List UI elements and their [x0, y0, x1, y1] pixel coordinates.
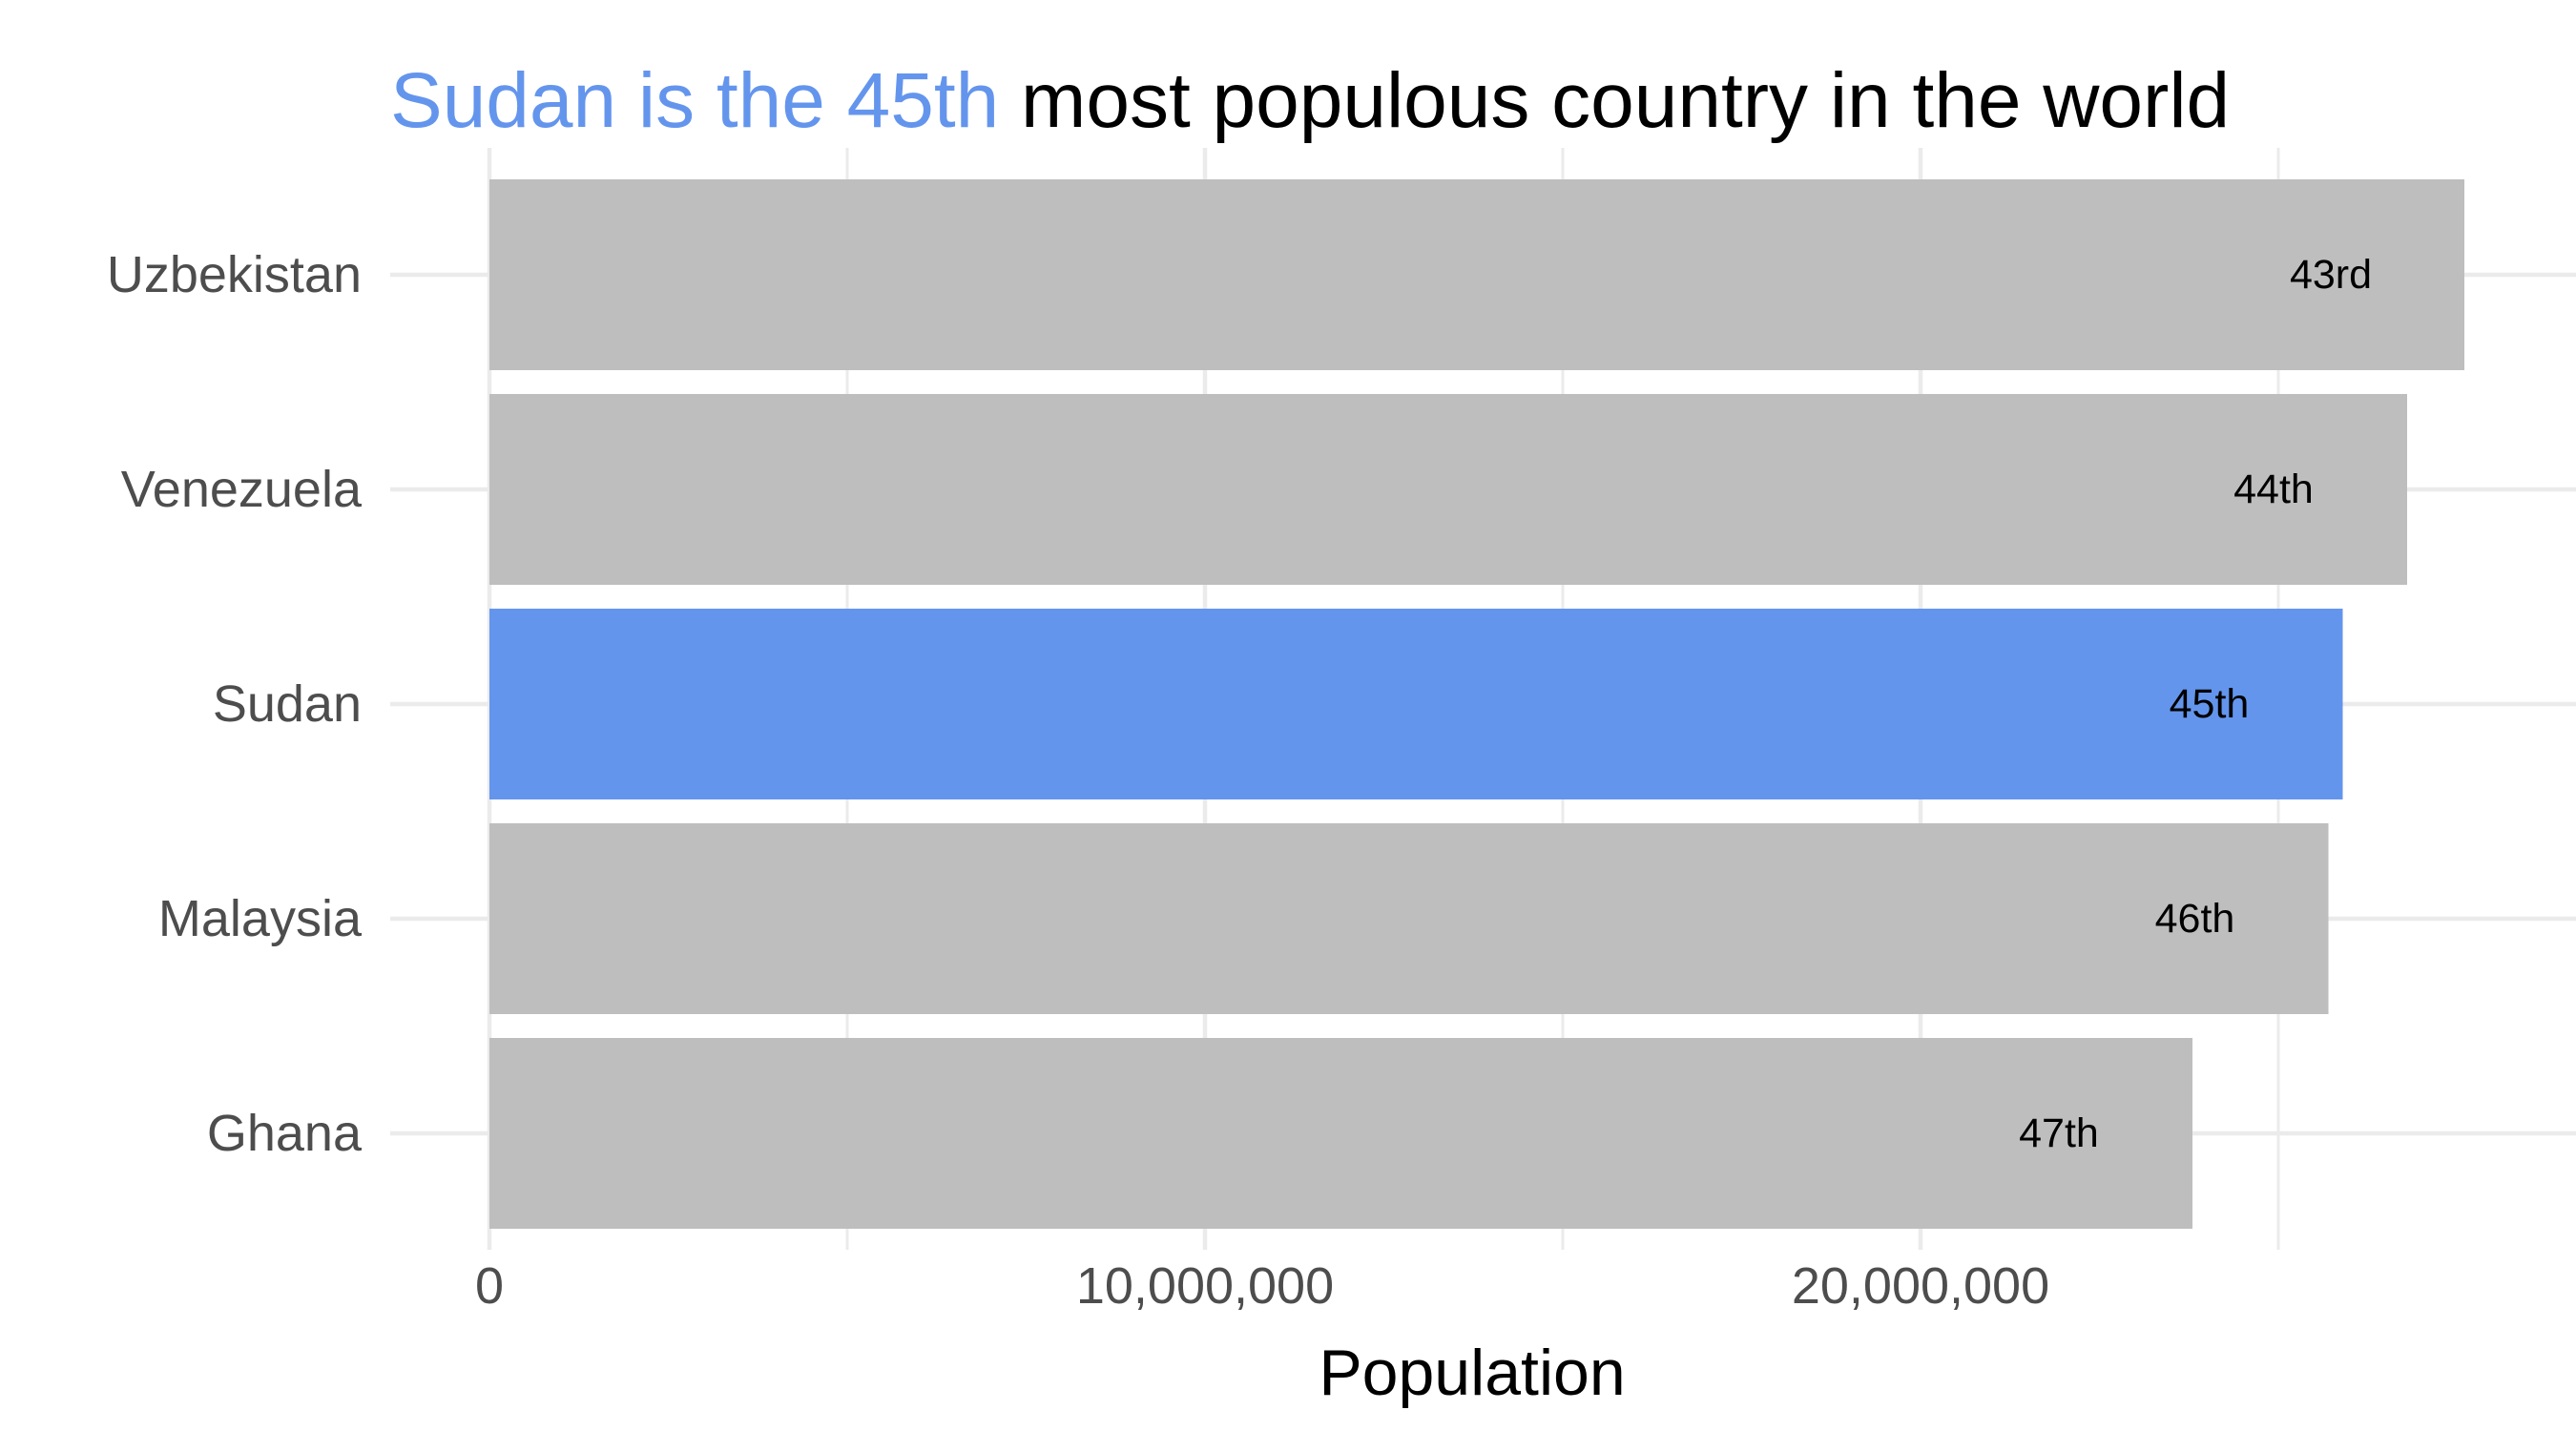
x-axis-title: Population	[1319, 1337, 1625, 1409]
y-tick-label-ghana: Ghana	[207, 1105, 363, 1162]
y-axis: Uzbekistan Venezuela Sudan Malaysia Ghana	[107, 246, 363, 1162]
bar-uzbekistan	[489, 179, 2464, 370]
bar-label-malaysia: 46th	[2155, 896, 2235, 942]
x-tick-label: 10,000,000	[1076, 1257, 1334, 1315]
bar-sudan	[489, 609, 2343, 799]
x-axis: 0 10,000,000 20,000,000	[475, 1257, 2049, 1315]
bar-label-ghana: 47th	[2019, 1110, 2099, 1156]
title-part-1: Sudan is the 45th	[390, 57, 999, 144]
y-tick-label-uzbekistan: Uzbekistan	[107, 246, 362, 303]
bar-label-uzbekistan: 43rd	[2290, 252, 2372, 298]
y-tick-label-sudan: Sudan	[213, 675, 362, 733]
x-tick-label: 20,000,000	[1792, 1257, 2049, 1315]
chart-title: Sudan is the 45th most populous country …	[390, 57, 2230, 144]
bars	[489, 179, 2464, 1229]
bar-malaysia	[489, 823, 2329, 1014]
bar-labels: 43rd 44th 45th 46th 47th	[2019, 252, 2372, 1156]
bar-venezuela	[489, 394, 2407, 585]
title-part-2: most populous country in the world	[999, 57, 2230, 144]
bar-label-venezuela: 44th	[2233, 467, 2314, 512]
x-tick-label: 0	[475, 1257, 504, 1315]
bar-label-sudan: 45th	[2170, 681, 2250, 727]
bar-ghana	[489, 1038, 2192, 1229]
y-tick-label-venezuela: Venezuela	[121, 461, 363, 518]
y-tick-label-malaysia: Malaysia	[158, 890, 363, 947]
